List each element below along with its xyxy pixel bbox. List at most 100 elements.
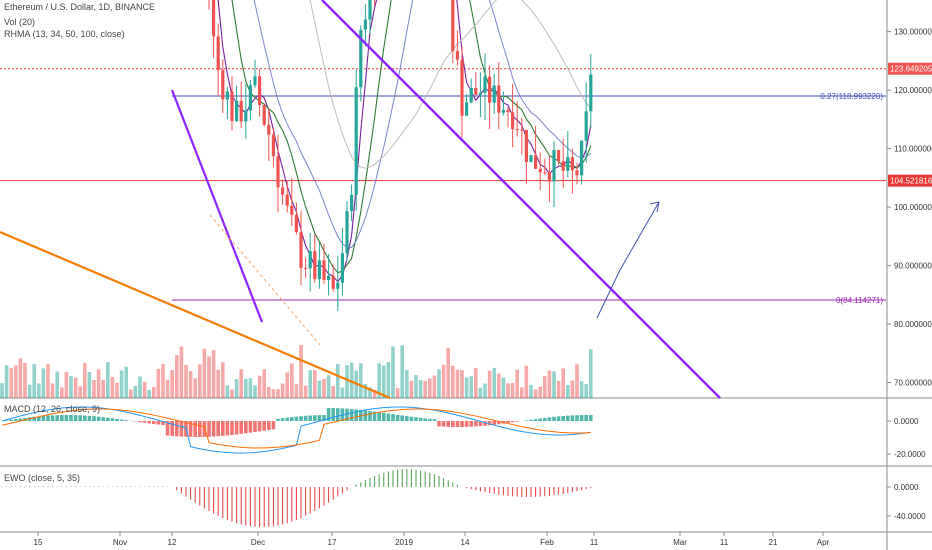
macd-histogram-bar [225,421,230,436]
volume-bar [506,383,510,398]
macd-histogram-bar [257,421,262,432]
macd-histogram-bar [492,421,496,425]
macd-histogram-bar [87,415,92,421]
chart-title: Ethereum / U.S. Dollar, 1D, BINANCE [4,2,156,12]
macd-histogram-bar [96,416,101,421]
price-tags: 123.649205 104.521816 [888,62,932,187]
macd-histogram-bar [156,421,161,425]
macd-histogram-bar [506,421,510,424]
volume-bar [299,344,303,398]
volume-bar [41,368,46,398]
volume-bar [322,379,326,398]
indicator-tick-label: -20.0000 [894,450,926,459]
volume-bar [9,368,13,398]
price-axis: 70.000000 80.000000 90.000000 100.000000 110… [887,28,932,388]
volume-bar [446,347,450,398]
candle-body [281,187,285,195]
macd-histogram-bar [161,421,165,426]
volume-bar [4,365,9,398]
volume-bar [294,384,299,398]
candle-body [216,36,220,71]
candle-body [359,29,363,88]
volume-bar [561,368,565,398]
candle-body [248,85,252,111]
volume-bar [207,356,211,398]
time-tick-label: 11 [720,538,729,547]
macd-histogram-bar [400,415,404,421]
price-tag [888,62,932,75]
volume-bar [46,364,50,398]
time-tick-label: Mar [673,538,687,547]
volume-bar [175,355,179,398]
macd-histogram-bar [234,421,239,435]
ewo-legend: EWO (close, 5, 35) [4,473,81,483]
candle-body [340,253,344,283]
macd-histogram-bar [18,418,23,421]
macd-histogram-bar [460,421,464,427]
volume-bar [147,389,151,398]
macd-histogram-bar [78,415,82,421]
candle-body [488,76,492,103]
macd-histogram-bar [276,418,280,421]
macd-histogram-bar [336,408,340,421]
time-tick-label: 2019 [395,538,413,547]
volume-bar [529,384,533,398]
candle-body [235,100,239,122]
volume-bar [441,364,446,398]
macd-histogram-bar [308,415,312,421]
fib-label: 0(84.114271) [836,296,883,305]
macd-histogram-bar [497,421,501,425]
macd-histogram-bar [566,415,570,421]
volume-bar [106,362,110,398]
candle-body [290,205,294,215]
time-tick-label: Dec [251,538,265,547]
orange-trendline [0,230,391,400]
macd-histogram-bar [41,415,46,421]
price-tick-label: 80.000000 [894,320,932,329]
candle-body [276,156,280,188]
time-tick-label: 11 [590,538,599,547]
volume-bar [326,375,331,398]
time-tick-label: 15 [34,538,43,547]
arrow-head-icon [649,201,660,213]
candle-body [212,0,216,37]
candle-body [313,251,317,280]
price-tag [888,174,932,187]
volume-bar [478,387,483,398]
candle-body [478,92,482,95]
volume-bar [400,345,404,398]
volume-bar [64,371,69,398]
macd-histogram-bar [110,418,115,421]
volume-bar [234,379,239,398]
candle-body [566,157,570,171]
macd-histogram-bar [290,417,294,421]
volume-bar [584,384,588,398]
fib-label: 0.27(118.993220) [820,92,883,101]
macd-histogram-bar [207,421,211,437]
price-tick-label: 100.000000 [894,203,932,212]
macd-histogram-bar [382,412,386,421]
time-tick-label: 14 [461,538,470,547]
volume-bar [179,346,184,398]
volume-bar [55,371,59,398]
macd-histogram-bar [46,415,50,421]
price-tag-label: 123.649205 [890,65,932,74]
volume-bar [119,370,124,398]
price-tick-label: 90.000000 [894,262,932,271]
macd-histogram-bar [230,421,234,435]
volume-bar [225,385,230,398]
macd-histogram-bar [216,421,220,437]
candle-body [221,70,225,100]
volume-bar [405,370,409,398]
volume-bar [423,380,427,398]
macd-histogram-bar [248,421,253,433]
rhma-legend: RHMA (13, 34, 50, 100, close) [4,29,125,39]
candle-body [515,129,519,131]
macd-histogram-bar [202,421,207,437]
volume-bar [78,386,82,398]
candle-body [543,172,547,174]
macd-histogram-bar [386,413,391,421]
time-tick-label: 17 [328,538,337,547]
macd-histogram-bar [584,415,588,421]
